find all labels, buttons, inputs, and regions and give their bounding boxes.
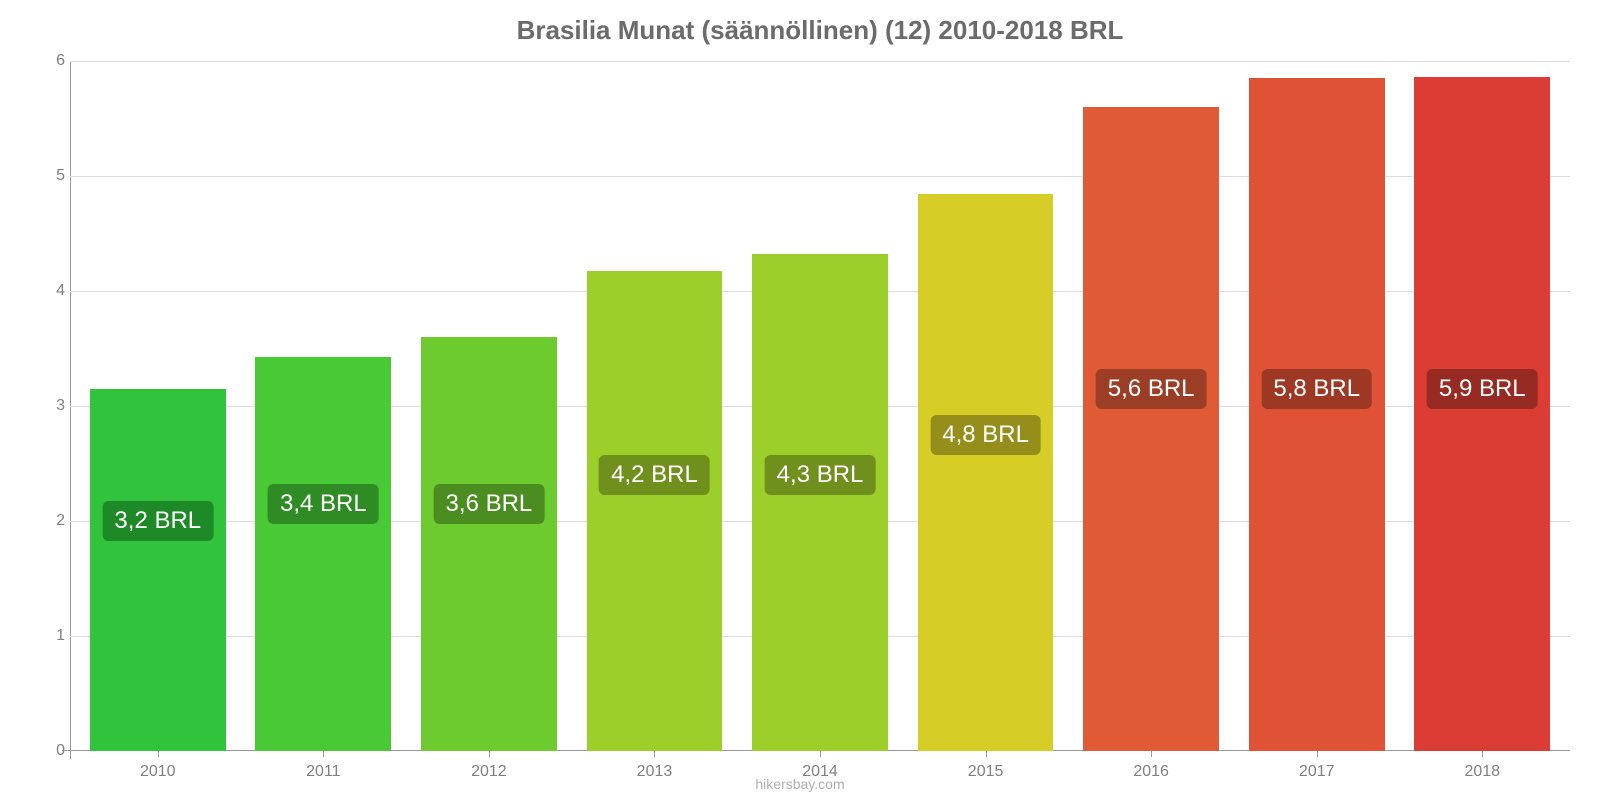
x-tick-label: 2013: [637, 763, 673, 781]
y-tick-label: 1: [35, 627, 65, 645]
x-tick-label: 2018: [1464, 763, 1500, 781]
bar: 4,8 BRL: [918, 194, 1054, 751]
y-tick-label: 6: [35, 52, 65, 70]
plot-area: 0123456 3,2 BRL20103,4 BRL20113,6 BRL201…: [70, 61, 1570, 751]
x-tick-label: 2011: [306, 763, 340, 781]
x-tick-label: 2017: [1299, 763, 1335, 781]
chart-container: Brasilia Munat (säännöllinen) (12) 2010-…: [0, 0, 1600, 800]
x-tick-mark: [1317, 751, 1318, 757]
x-tick-mark: [323, 751, 324, 757]
y-tick-label: 3: [35, 397, 65, 415]
bar-slot: 5,6 BRL2016: [1068, 61, 1234, 751]
bar-value-label: 4,2 BRL: [599, 455, 710, 495]
x-tick-label: 2015: [968, 763, 1004, 781]
x-tick-mark: [158, 751, 159, 757]
bars-group: 3,2 BRL20103,4 BRL20113,6 BRL20124,2 BRL…: [70, 61, 1570, 751]
x-tick-label: 2010: [140, 763, 176, 781]
bar-value-label: 3,4 BRL: [268, 484, 379, 524]
bar: 5,8 BRL: [1249, 78, 1385, 751]
bar-value-label: 4,3 BRL: [765, 455, 876, 495]
y-tick-label: 4: [35, 282, 65, 300]
bar-value-label: 3,6 BRL: [434, 484, 545, 524]
bar-slot: 3,6 BRL2012: [406, 61, 572, 751]
attribution-text: hikersbay.com: [755, 776, 844, 792]
x-tick-mark: [1151, 751, 1152, 757]
x-tick-mark: [1482, 751, 1483, 757]
bar-slot: 3,2 BRL2010: [75, 61, 241, 751]
y-tick-label: 2: [35, 512, 65, 530]
bar: 3,2 BRL: [90, 389, 226, 751]
bar-value-label: 5,6 BRL: [1096, 369, 1207, 409]
bar-slot: 4,2 BRL2013: [572, 61, 738, 751]
bar-slot: 5,9 BRL2018: [1400, 61, 1566, 751]
bar-slot: 4,3 BRL2014: [737, 61, 903, 751]
x-tick-mark: [654, 751, 655, 757]
bar: 3,6 BRL: [421, 337, 557, 751]
y-tick-label: 0: [35, 742, 65, 760]
bar-value-label: 5,8 BRL: [1261, 369, 1372, 409]
bar: 4,3 BRL: [752, 254, 888, 751]
x-tick-mark: [489, 751, 490, 757]
x-tick-mark: [820, 751, 821, 757]
bar: 3,4 BRL: [255, 357, 391, 751]
bar-value-label: 3,2 BRL: [102, 501, 213, 541]
x-tick-label: 2012: [471, 763, 507, 781]
y-tick-label: 5: [35, 167, 65, 185]
bar-slot: 3,4 BRL2011: [241, 61, 407, 751]
bar: 5,6 BRL: [1083, 107, 1219, 751]
bar-value-label: 4,8 BRL: [930, 415, 1041, 455]
x-tick-label: 2016: [1133, 763, 1169, 781]
bar-slot: 4,8 BRL2015: [903, 61, 1069, 751]
bar: 4,2 BRL: [587, 271, 723, 751]
bar-value-label: 5,9 BRL: [1427, 369, 1538, 409]
x-tick-mark: [986, 751, 987, 757]
bar-slot: 5,8 BRL2017: [1234, 61, 1400, 751]
chart-title: Brasilia Munat (säännöllinen) (12) 2010-…: [70, 10, 1570, 61]
bar: 5,9 BRL: [1414, 77, 1550, 751]
